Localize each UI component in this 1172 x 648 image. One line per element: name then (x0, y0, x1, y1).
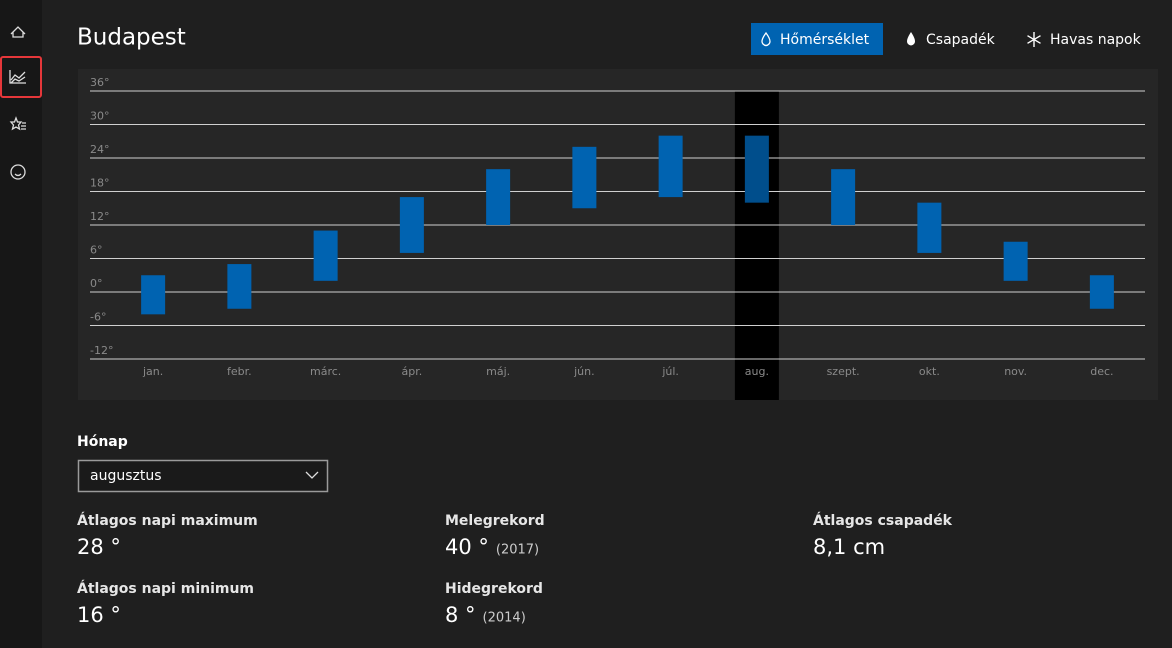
temperature-range-bar[interactable] (141, 275, 166, 315)
temperature-range-bar[interactable] (1089, 275, 1114, 309)
y-tick-label: 36° (90, 76, 110, 89)
x-tick-label[interactable]: ápr. (402, 365, 423, 378)
temperature-range-bar[interactable] (917, 202, 942, 253)
stat-label: Átlagos napi minimum (77, 580, 254, 597)
stat-label: Melegrekord (445, 513, 545, 529)
temperature-range-bar[interactable] (572, 146, 597, 209)
y-tick-label: 6° (90, 244, 103, 257)
stat-value: 16 ° (77, 603, 121, 627)
temperature-range-bar[interactable] (1003, 241, 1028, 281)
x-tick-label[interactable]: okt. (919, 365, 940, 378)
chart: -12° -6° 0° 6° 12° 18° 24° 30° 36° jan. febr. márc.… (90, 76, 1145, 400)
y-tick-label: 12° (90, 210, 110, 223)
stat-value: 40 ° (445, 535, 489, 559)
stat-label: Átlagos napi maximum (77, 512, 258, 529)
x-tick-label[interactable]: aug. (745, 365, 769, 378)
sidebar (0, 0, 42, 648)
temperature-range-bar[interactable] (227, 264, 252, 309)
selected-nav-highlight (0, 56, 42, 98)
x-tick-label[interactable]: márc. (310, 365, 341, 378)
x-tick-label[interactable]: febr. (227, 365, 252, 378)
month-label: Hónap (77, 434, 128, 450)
x-tick-label[interactable]: dec. (1090, 365, 1113, 378)
x-tick-label[interactable]: máj. (486, 365, 510, 378)
y-tick-label: -12° (90, 344, 113, 357)
stat-note: (2017) (496, 543, 539, 558)
rain-icon (907, 32, 915, 46)
chart-panel (78, 69, 1158, 400)
x-tick-label[interactable]: szept. (827, 365, 860, 378)
temperature-range-bar[interactable] (744, 135, 769, 203)
page-title: Budapest (77, 25, 186, 51)
dropdown-chevron (305, 471, 319, 479)
stats: Átlagos napi maximum 28 ° Átlagos napi min… (77, 512, 953, 627)
temperature-range-bar[interactable] (658, 135, 683, 198)
stat-label: Átlagos csapadék (813, 512, 953, 529)
tabs: Hőmérséklet Csapadék Havas napok (751, 23, 1142, 55)
favorites-icon[interactable] (9, 116, 26, 131)
x-tick-label[interactable]: jan. (142, 365, 163, 378)
x-tick-label[interactable]: júl. (661, 365, 679, 378)
tab[interactable]: Csapadék (926, 32, 996, 48)
temperature-range-bar[interactable] (313, 230, 338, 281)
stat-note: (2014) (483, 611, 526, 626)
temperature-range-bar[interactable] (486, 169, 511, 225)
y-tick-label: -6° (90, 311, 106, 324)
y-tick-label: 30° (90, 110, 110, 123)
temperature-range-bar[interactable] (399, 197, 424, 253)
snow-icon (1027, 32, 1041, 47)
month-dropdown-value: augusztus (90, 468, 162, 484)
tab[interactable]: Hőmérséklet (780, 32, 870, 48)
stat-value: 8 ° (445, 603, 476, 627)
temperature-range-bar[interactable] (831, 169, 856, 225)
y-tick-label: 24° (90, 143, 110, 156)
x-tick-label[interactable]: nov. (1004, 365, 1027, 378)
y-tick-label: 18° (90, 177, 110, 190)
tab-active-bg (751, 23, 883, 55)
stat-label: Hidegrekord (445, 581, 543, 597)
feedback-icon-smile (14, 173, 22, 177)
x-tick-label[interactable]: jún. (573, 365, 595, 378)
feedback-icon[interactable] (10, 164, 26, 180)
sidebar-icons (9, 26, 26, 180)
temperature-icon (761, 31, 771, 47)
stat-value: 8,1 cm (813, 535, 885, 559)
month-dropdown[interactable] (77, 459, 329, 493)
y-tick-label: 0° (90, 277, 103, 290)
tab[interactable]: Havas napok (1050, 32, 1142, 48)
chart-icon[interactable] (9, 70, 26, 84)
home-icon[interactable] (10, 26, 26, 38)
stat-value: 28 ° (77, 535, 121, 559)
